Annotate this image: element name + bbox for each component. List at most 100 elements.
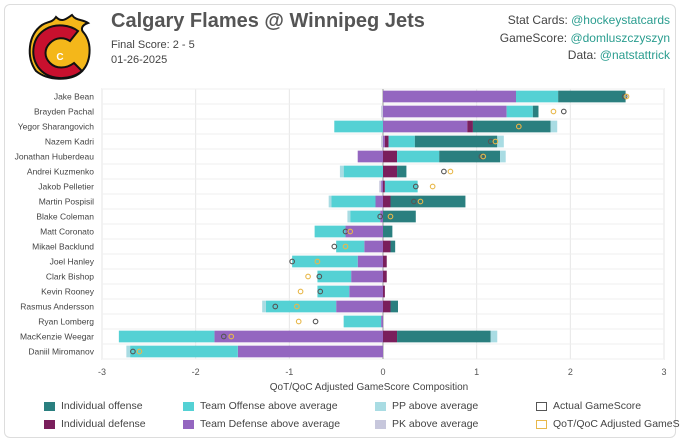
bar-segment	[349, 285, 383, 298]
bar-segment	[339, 165, 344, 178]
player-label: Yegor Sharangovich	[18, 122, 95, 132]
logo-letter: C	[56, 52, 63, 63]
bar-segment	[383, 165, 398, 178]
bar-segment	[381, 105, 383, 118]
page-title: Calgary Flames @ Winnipeg Jets	[111, 10, 425, 32]
bar-segment	[314, 225, 346, 238]
adjusted-gamescore-point	[297, 288, 304, 295]
actual-gamescore-point	[220, 333, 227, 340]
bar-segment	[317, 270, 352, 283]
adjusted-gamescore-point	[314, 258, 321, 265]
adjusted-gamescore-point	[447, 168, 454, 175]
bar-segment	[383, 300, 391, 313]
bar-segment	[550, 120, 558, 133]
x-tick-label: -3	[98, 367, 106, 377]
player-label: Jonathan Huberdeau	[15, 152, 95, 162]
credit-stat-cards: Stat Cards: @hockeystatcards	[508, 13, 670, 27]
bar-segment	[472, 120, 551, 133]
player-label: Clark Bishop	[46, 272, 94, 282]
x-tick-label: 1	[474, 367, 479, 377]
x-tick-label: 0	[380, 367, 385, 377]
x-tick-label: -1	[285, 367, 293, 377]
player-label: Mikael Backlund	[32, 242, 94, 252]
bar-segment	[397, 150, 440, 163]
bar-segment	[343, 315, 382, 328]
bar-segment	[345, 225, 383, 238]
actual-gamescore-point	[412, 183, 419, 190]
bar-segment	[357, 150, 383, 163]
actual-gamescore-point	[411, 198, 417, 205]
bar-segment	[237, 345, 383, 358]
bar-segment	[383, 225, 393, 238]
bar-segment	[265, 300, 337, 313]
adjusted-gamescore-point	[550, 108, 557, 115]
actual-gamescore-point	[331, 243, 338, 250]
bar-segment	[380, 210, 383, 223]
adjusted-gamescore-point	[136, 348, 143, 355]
bar-segment	[383, 270, 387, 283]
bar-segment	[328, 195, 332, 208]
player-label: Brayden Pachal	[34, 107, 94, 117]
logo-c-shape	[32, 24, 84, 79]
bar-segment	[558, 90, 626, 103]
x-tick-label: 2	[568, 367, 573, 377]
adjusted-gamescore-point	[492, 138, 499, 145]
credit-gamescore: GameScore: @domluszczyszyn	[500, 31, 670, 45]
bar-segment	[331, 195, 376, 208]
bar-segment	[336, 240, 365, 253]
bar-segment	[388, 135, 415, 148]
x-tick-label: -2	[192, 367, 200, 377]
adjusted-gamescore-point	[295, 318, 302, 325]
bar-segment	[490, 330, 498, 343]
credit-handle[interactable]: @hockeystatcards	[571, 13, 670, 27]
bar-segment	[336, 300, 383, 313]
adjusted-gamescore-point	[515, 123, 522, 130]
player-label: Martin Pospisil	[39, 197, 94, 207]
bar-segment	[383, 120, 468, 133]
bar-segment	[343, 165, 383, 178]
player-label: Ryan Lomberg	[38, 317, 94, 327]
bar-segment	[262, 300, 266, 313]
bar-segment	[516, 90, 559, 103]
adjusted-gamescore-point	[228, 333, 235, 340]
bar-segment	[381, 135, 383, 148]
bar-segment	[384, 135, 389, 148]
credit-label: GameScore:	[499, 31, 571, 45]
player-label: Nazem Kadri	[45, 137, 94, 147]
bar-segment	[390, 300, 398, 313]
bar-segment	[126, 345, 131, 358]
credit-label: Stat Cards:	[507, 13, 572, 27]
credit-handle[interactable]: @natstattrick	[599, 48, 670, 62]
adjusted-gamescore-point	[293, 303, 300, 310]
player-label: Matt Coronato	[40, 227, 94, 237]
credit-label: Data:	[567, 48, 600, 62]
player-label: Andrei Kuzmenko	[27, 167, 94, 177]
bar-segment	[390, 240, 396, 253]
actual-gamescore-point	[317, 288, 324, 295]
bar-segment	[383, 150, 398, 163]
credit-handle[interactable]: @domluszczyszyn	[570, 31, 670, 45]
bar-segment	[532, 105, 539, 118]
adjusted-gamescore-point	[342, 243, 349, 250]
adjusted-gamescore-point	[429, 183, 436, 190]
adjusted-gamescore-point	[347, 228, 354, 235]
bar-segment	[383, 210, 416, 223]
actual-gamescore-point	[312, 318, 319, 325]
bar-segment	[384, 180, 418, 193]
player-label: Jake Bean	[54, 92, 94, 102]
final-score: Final Score: 2 - 5	[111, 39, 195, 51]
player-label: Jakob Pelletier	[38, 182, 94, 192]
player-label: Daniil Miromanov	[28, 347, 94, 357]
actual-gamescore-point	[316, 273, 323, 280]
bar-segment	[383, 255, 387, 268]
bar-segment	[118, 330, 215, 343]
actual-gamescore-point	[289, 258, 295, 265]
actual-gamescore-point	[441, 168, 447, 175]
bar-segment	[397, 330, 491, 343]
calgary-flames-logo: C	[28, 13, 91, 80]
bar-segment	[383, 240, 391, 253]
bar-segment	[500, 150, 506, 163]
bar-segment	[383, 135, 385, 148]
bar-segment	[497, 135, 504, 148]
